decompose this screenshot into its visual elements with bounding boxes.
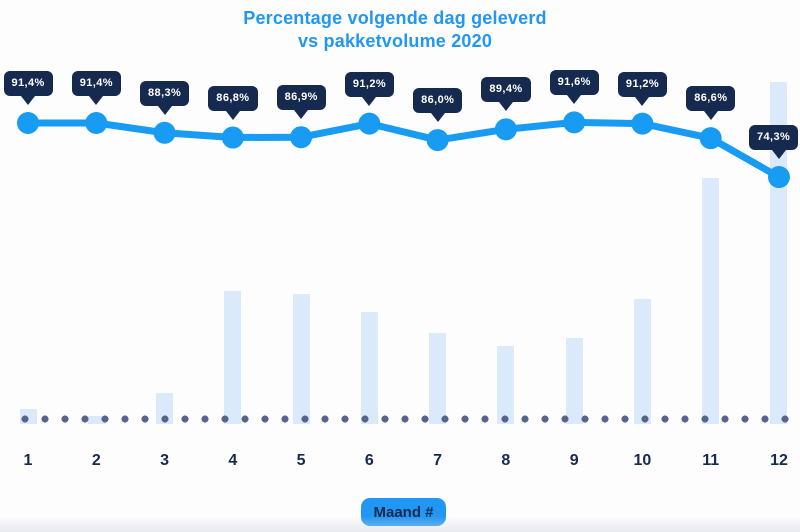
data-point-month-9[interactable] (563, 111, 586, 134)
tooltip-tail (703, 111, 718, 121)
value-label-month-6: 91,2% (344, 71, 395, 106)
value-label-month-12: 74,3% (749, 125, 799, 160)
tooltip-tail (294, 110, 309, 120)
value-label-text: 89,4% (489, 83, 523, 96)
x-tick-label-3: 3 (160, 452, 169, 469)
volume-bar-month-6[interactable] (360, 312, 378, 424)
x-tick-label-1: 1 (23, 452, 33, 469)
volume-bar-month-7[interactable] (429, 333, 447, 424)
data-point-month-8[interactable] (494, 118, 517, 141)
volume-bar-month-10[interactable] (633, 299, 651, 424)
value-label-month-4: 86,8% (208, 85, 258, 120)
x-tick-label-7: 7 (433, 452, 443, 469)
volume-bar-month-9[interactable] (565, 338, 583, 424)
x-tick-label-5: 5 (296, 452, 306, 469)
value-label-month-5: 86,9% (276, 85, 326, 120)
volume-bar-month-11[interactable] (702, 178, 720, 424)
tooltip-tail (498, 102, 513, 112)
footer-strip (0, 516, 800, 532)
value-label-text: 91,2% (352, 77, 387, 90)
value-label-text: 88,3% (148, 86, 182, 99)
data-point-month-5[interactable] (290, 126, 313, 149)
value-label-month-10: 91,2% (617, 71, 668, 106)
data-point-month-11[interactable] (699, 127, 722, 150)
data-point-month-7[interactable] (426, 129, 449, 152)
value-label-text: 86,6% (694, 92, 728, 105)
volume-bar-month-5[interactable] (292, 294, 310, 424)
value-label-text: 91,4% (11, 77, 45, 89)
value-label-text: 91,4% (79, 77, 113, 89)
tooltip-tail (430, 113, 445, 123)
x-tick-label-12: 12 (770, 452, 788, 469)
x-tick-label-11: 11 (702, 452, 720, 469)
data-point-month-1[interactable] (17, 112, 39, 134)
x-tick-label-6: 6 (364, 452, 374, 469)
tooltip-tail (225, 110, 240, 120)
value-label-month-9: 91,6% (549, 70, 599, 105)
tooltip-tail (567, 95, 582, 105)
tooltip-tail (89, 96, 104, 105)
data-point-month-4[interactable] (221, 126, 244, 149)
value-label-text: 86,9% (284, 91, 318, 104)
volume-bar-month-4[interactable] (224, 291, 242, 424)
volume-bar-month-8[interactable] (497, 346, 515, 424)
value-label-text: 91,6% (557, 76, 591, 89)
tooltip-tail (362, 96, 377, 106)
value-label-month-7: 86,0% (413, 88, 463, 123)
x-tick-label-9: 9 (569, 452, 579, 469)
x-tick-label-2: 2 (91, 452, 101, 469)
value-label-month-8: 89,4% (481, 77, 531, 112)
value-label-month-3: 88,3% (140, 80, 190, 115)
dotted-baseline (21, 415, 793, 423)
value-label-month-1: 91,4% (3, 71, 53, 105)
value-label-month-11: 86,6% (686, 86, 736, 121)
tooltip-tail (771, 150, 786, 160)
data-point-month-6[interactable] (358, 112, 381, 135)
data-point-month-2[interactable] (85, 112, 108, 134)
data-point-month-10[interactable] (631, 112, 654, 135)
value-label-text: 91,2% (625, 77, 660, 90)
value-label-text: 86,0% (421, 94, 455, 107)
data-point-month-3[interactable] (153, 121, 176, 144)
x-tick-label-10: 10 (633, 452, 652, 469)
line-path (24, 118, 783, 181)
value-label-month-2: 91,4% (71, 71, 121, 105)
chart-title-line2: vs pakketvolume 2020 (297, 31, 493, 51)
chart-title-line1: Percentage volgende dag geleverd (243, 8, 547, 28)
x-tick-label-4: 4 (228, 452, 238, 469)
tooltip-tail (21, 96, 35, 105)
data-point-month-12[interactable] (767, 166, 790, 189)
chart-title: Percentage volgende dag geleverd vs pakk… (0, 7, 790, 53)
value-label-text: 86,8% (216, 91, 250, 104)
tooltip-tail (157, 105, 172, 115)
value-label-text: 74,3% (757, 131, 791, 144)
x-tick-label-8: 8 (501, 452, 511, 469)
tooltip-tail (635, 96, 650, 106)
